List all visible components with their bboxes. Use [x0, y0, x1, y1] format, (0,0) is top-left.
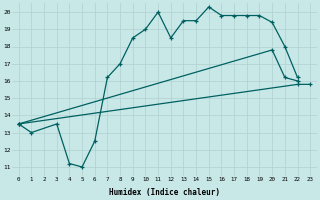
- X-axis label: Humidex (Indice chaleur): Humidex (Indice chaleur): [109, 188, 220, 197]
